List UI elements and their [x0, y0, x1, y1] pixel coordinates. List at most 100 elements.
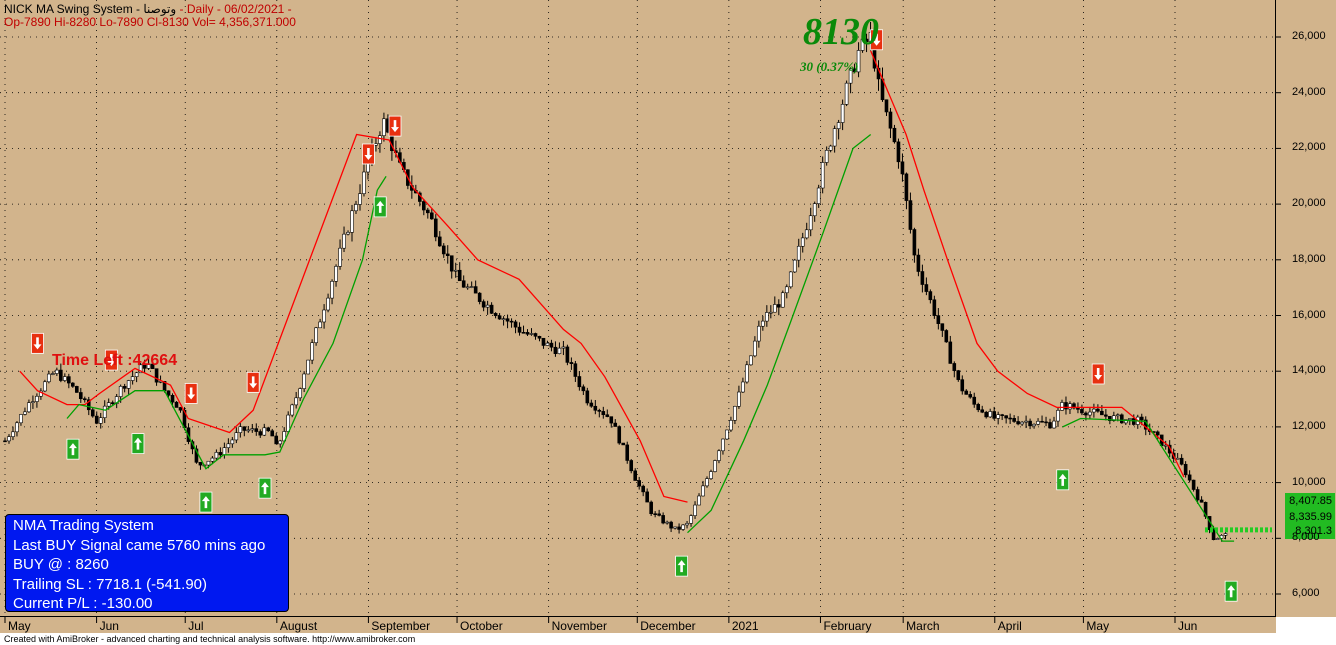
- info-line-buy: BUY @ : 8260: [13, 556, 109, 573]
- candle-body: [505, 318, 510, 322]
- footer-credit: Created with AmiBroker - advanced charti…: [0, 633, 1336, 645]
- arrow-up-shape: [376, 200, 385, 213]
- candle-body: [956, 370, 961, 380]
- candle-body: [593, 405, 598, 411]
- candle-body: [613, 422, 618, 427]
- candle-body: [1100, 410, 1104, 416]
- candle-body: [1179, 457, 1184, 465]
- y-tick-label: 16,000: [1292, 308, 1326, 321]
- candle-body: [517, 326, 522, 333]
- candle-body: [501, 318, 506, 320]
- candle-body: [844, 82, 849, 105]
- price-change-label: 30 (0.37%): [800, 59, 859, 74]
- candle-body: [210, 457, 215, 462]
- resistance-line: [19, 133, 688, 503]
- candle-body: [984, 411, 989, 418]
- candle-body: [350, 210, 354, 233]
- arrow-up-shape: [133, 437, 142, 450]
- candle-body: [812, 203, 817, 217]
- candle-body: [78, 392, 83, 400]
- candle-body: [1056, 410, 1060, 422]
- candle-body: [888, 111, 893, 129]
- candle-body: [1052, 420, 1056, 429]
- candle-body: [338, 247, 342, 267]
- candle-body: [645, 491, 649, 503]
- candle-body: [445, 253, 450, 257]
- candle-body: [1032, 423, 1036, 427]
- arrow-down-shape: [1094, 367, 1103, 380]
- candle-body: [258, 431, 263, 436]
- x-tick-label: August: [279, 619, 318, 633]
- y-tick-label: 22,000: [1292, 141, 1326, 154]
- candle-body: [745, 364, 749, 383]
- candle-body: [382, 118, 386, 136]
- support-line: [66, 175, 387, 470]
- arrow-down-shape: [249, 376, 258, 389]
- candle-body: [900, 161, 905, 175]
- sell-arrow-icon: [870, 29, 883, 51]
- buy-arrow-icon: [258, 477, 272, 499]
- candle-body: [457, 269, 462, 282]
- candle-body: [1076, 407, 1080, 410]
- candle-body: [290, 404, 294, 416]
- candle-body: [378, 135, 382, 144]
- candle-body: [130, 376, 135, 381]
- candle-body: [836, 122, 841, 129]
- arrow-down-shape: [391, 120, 399, 133]
- candle-body: [306, 359, 310, 375]
- candle-body: [1131, 418, 1136, 425]
- candle-body: [996, 414, 1000, 419]
- candle-body: [1187, 474, 1192, 481]
- buy-arrow-icon: [131, 433, 145, 455]
- arrow-up-shape: [68, 443, 77, 456]
- candle-body: [7, 436, 11, 442]
- candle-body: [968, 394, 973, 398]
- candle-body: [976, 404, 981, 411]
- support-line: [1062, 417, 1235, 542]
- candle-body: [681, 524, 685, 530]
- candle-body: [757, 325, 761, 342]
- candle-body: [1139, 416, 1144, 421]
- x-tick-label: April: [997, 619, 1022, 633]
- candle-body: [972, 396, 977, 405]
- candle-body: [114, 396, 119, 405]
- candle-body: [848, 68, 853, 84]
- signal-arrows: [31, 29, 1238, 602]
- candle-body: [1016, 421, 1020, 425]
- candle-body: [326, 297, 330, 311]
- candle-body: [529, 333, 534, 335]
- candle-body: [23, 411, 27, 415]
- candle-body: [429, 212, 434, 220]
- candle-body: [314, 327, 318, 344]
- candle-body: [864, 38, 869, 42]
- candle-body: [206, 460, 211, 466]
- candle-body: [521, 332, 526, 334]
- y-tick-label: 12,000: [1292, 419, 1326, 432]
- candle-body: [1116, 414, 1120, 417]
- candle-body: [497, 315, 502, 320]
- candle-body: [110, 402, 115, 405]
- candle-body: [214, 452, 219, 459]
- candle-body: [709, 471, 713, 479]
- candle-body: [1112, 415, 1116, 421]
- candle-body: [585, 390, 590, 404]
- candle-body: [896, 141, 901, 163]
- candle-body: [577, 376, 582, 388]
- candle-body: [1183, 463, 1188, 476]
- candle-body: [1012, 418, 1016, 422]
- candle-body: [51, 373, 55, 375]
- info-line-title: NMA Trading System: [13, 517, 154, 534]
- x-tick-label: Jul: [188, 619, 204, 633]
- candle-body: [721, 438, 725, 452]
- candle-body: [266, 427, 271, 432]
- y-tick-label: 18,000: [1292, 252, 1326, 265]
- arrow-up-shape: [261, 482, 269, 495]
- candle-body: [792, 259, 797, 273]
- candle-body: [437, 236, 442, 247]
- candle-body: [262, 427, 267, 436]
- candle-body: [944, 330, 949, 343]
- y-tick-label: 8,000: [1292, 531, 1320, 544]
- candle-body: [908, 200, 913, 230]
- candle-body: [90, 409, 95, 417]
